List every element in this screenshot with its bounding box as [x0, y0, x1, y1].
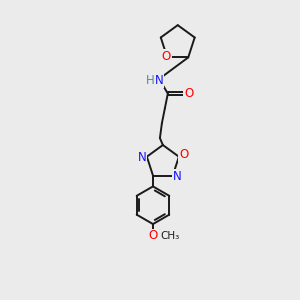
Text: O: O	[148, 230, 158, 242]
Text: O: O	[162, 50, 171, 63]
Text: N: N	[154, 74, 163, 87]
Text: O: O	[184, 87, 193, 100]
Text: O: O	[179, 148, 188, 161]
Text: N: N	[137, 151, 146, 164]
Text: CH₃: CH₃	[160, 231, 179, 241]
Text: H: H	[146, 74, 154, 87]
Text: N: N	[173, 170, 182, 183]
